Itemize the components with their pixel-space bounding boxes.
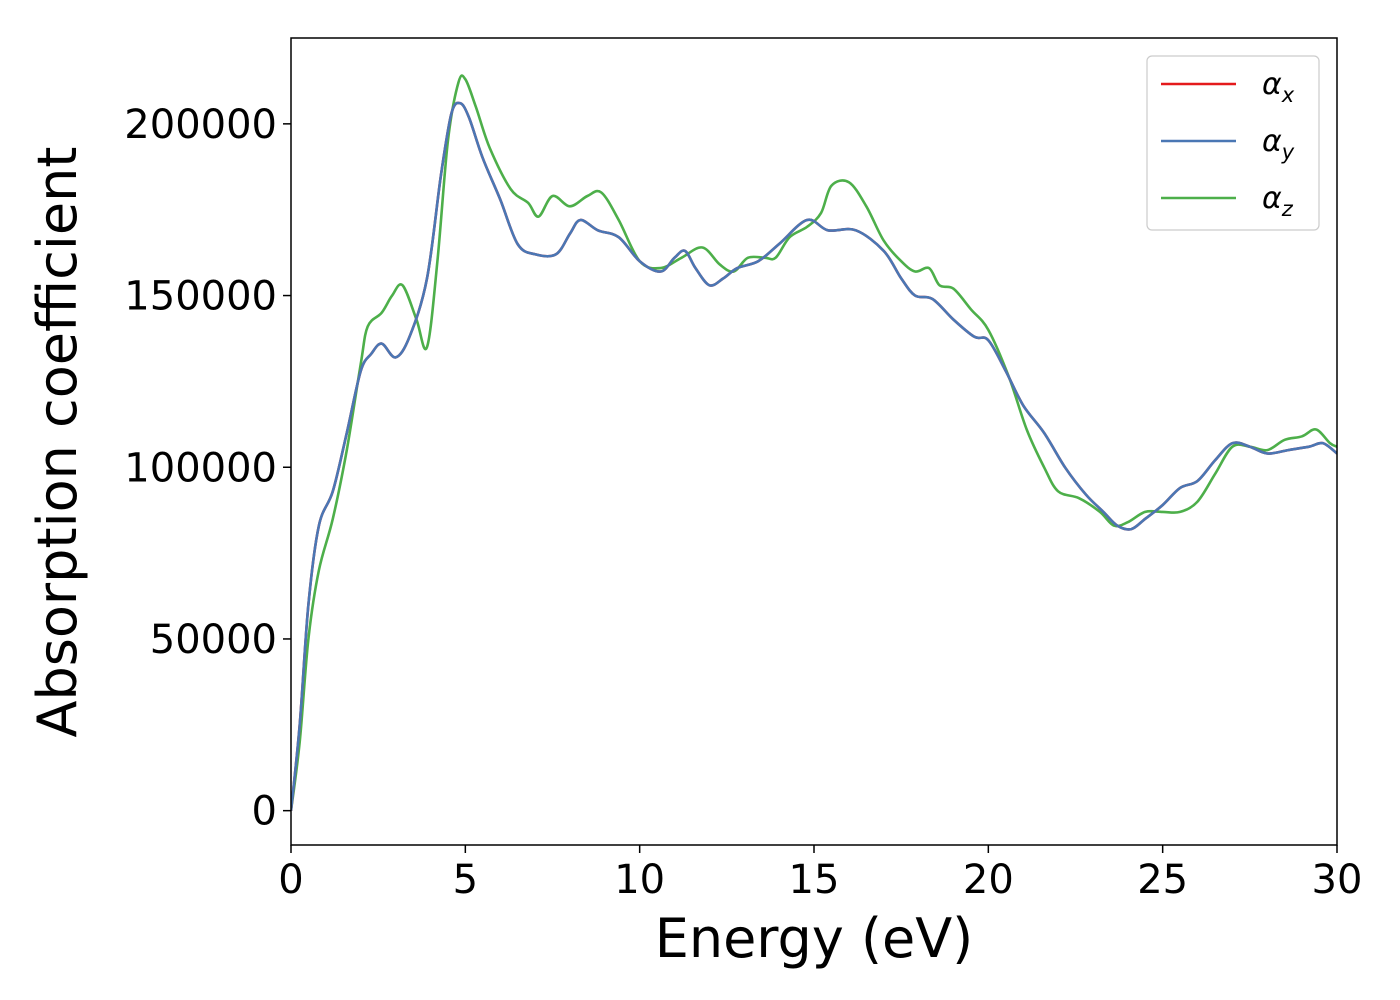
series-line-y	[291, 101, 1337, 811]
y-tick-label: 100000	[124, 445, 277, 491]
x-tick-label: 15	[789, 857, 840, 903]
x-axis-title: Energy (eV)	[655, 907, 974, 970]
x-axis: 0 5 10 15 20 25 30	[278, 845, 1362, 903]
legend-label-z: αz	[1262, 181, 1294, 221]
legend: αx αy αz	[1146, 55, 1320, 231]
plot-frame	[290, 37, 1338, 846]
x-tick-label: 5	[453, 857, 478, 903]
y-tick-label: 50000	[150, 617, 277, 663]
y-tick-label: 200000	[124, 102, 277, 148]
legend-label-y: αy	[1262, 124, 1295, 164]
y-tick-label: 150000	[124, 274, 277, 320]
x-tick-label: 10	[614, 857, 665, 903]
x-tick-label: 25	[1137, 857, 1188, 903]
legend-label-x: αx	[1262, 67, 1295, 107]
legend-frame	[1146, 55, 1320, 231]
x-tick-label: 0	[278, 857, 303, 903]
y-axis: 0 50000 100000 150000 200000	[124, 102, 291, 835]
y-tick-label: 0	[252, 789, 277, 835]
x-tick-label: 20	[963, 857, 1014, 903]
x-tick-label: 30	[1312, 857, 1363, 903]
y-axis-title: Absorption coefficient	[26, 147, 89, 738]
series-lines	[291, 74, 1337, 811]
